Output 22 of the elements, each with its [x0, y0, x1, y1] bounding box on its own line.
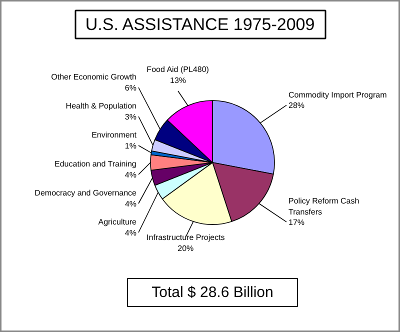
data-label: 1% [124, 141, 136, 150]
data-label: 20% [178, 244, 194, 253]
slice-label: Policy Reform Cash Transfers [288, 196, 360, 216]
slice-label: Environment [92, 130, 138, 140]
slice-label: Infrastructure Projects [146, 233, 225, 242]
data-label: 4% [124, 228, 136, 238]
slice-label: Democracy and Governance [34, 188, 138, 198]
data-label: 17% [288, 218, 305, 228]
slice-label: Other Economic Growth [51, 72, 137, 82]
data-label: 4% [124, 170, 136, 180]
slice-label: Health & Population [66, 102, 137, 111]
data-label: 28% [288, 101, 305, 110]
text: Total $ 28.6 Billion [152, 284, 274, 301]
slice-label: Agriculture [98, 218, 138, 227]
data-label: 4% [124, 199, 136, 208]
data-label: 13% [170, 76, 186, 85]
slice-label: Education and Training [54, 160, 136, 169]
data-label: 3% [124, 112, 136, 122]
slice-label: Commodity Import Program [288, 90, 388, 100]
slice-label: Food Aid (PL480) [146, 65, 210, 74]
data-label: 6% [124, 83, 136, 92]
chart-title: U.S. ASSISTANCE 1975-2009 [85, 15, 315, 34]
